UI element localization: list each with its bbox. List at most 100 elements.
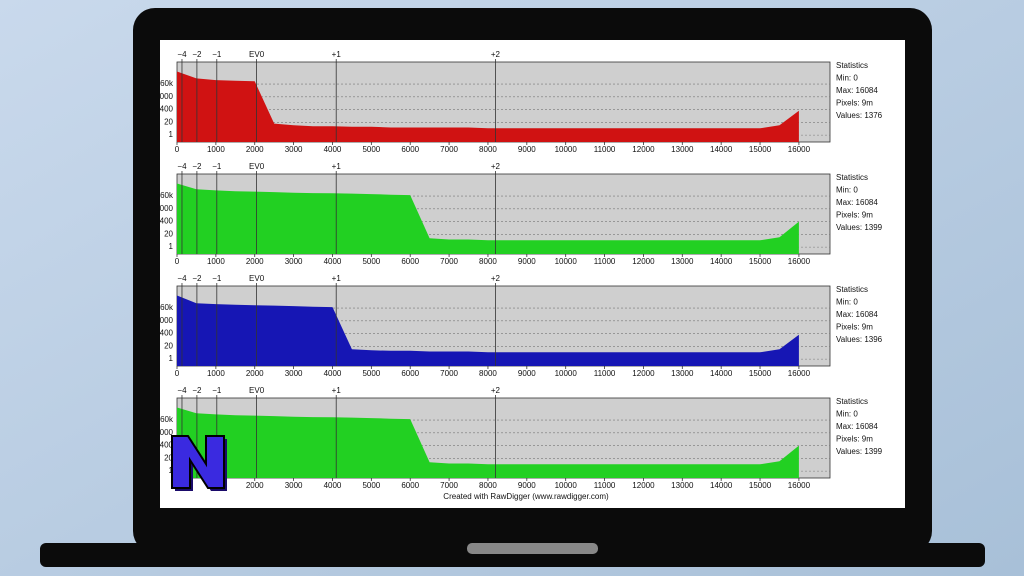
x-tick-label: 2000 [246,369,264,378]
histogram-area [177,71,799,142]
footer: Created with RawDigger (www.rawdigger.co… [443,492,609,501]
stat-line: Statistics [836,285,868,294]
x-tick-label: 9000 [518,481,536,490]
ev-label: −2 [192,274,202,283]
stat-line: Min: 0 [836,410,858,419]
y-tick-label: 400 [160,105,174,114]
stat-line: Max: 16084 [836,422,878,431]
x-tick-label: 3000 [285,481,303,490]
x-tick-label: 2000 [246,145,264,154]
x-tick-label: 7000 [440,257,458,266]
x-tick-label: 0 [175,369,180,378]
histogram-panel: 1 20 400 8000 160k −4 −2 −1 EV0 +1 +2 0 1000 2000 3000… [160,45,905,155]
y-tick-label: 20 [164,229,173,238]
x-tick-label: 3000 [285,145,303,154]
stat-line: Min: 0 [836,186,858,195]
x-tick-label: 12000 [632,257,655,266]
stat-line: Max: 16084 [836,198,878,207]
stat-line: Pixels: 9m [836,99,873,108]
stat-line: Min: 0 [836,74,858,83]
stat-line: Values: 1376 [836,111,883,120]
laptop-base [40,543,985,567]
ev-label: −1 [212,50,222,59]
x-tick-label: 6000 [401,257,419,266]
ev-label: +1 [332,386,342,395]
x-tick-label: 14000 [710,369,733,378]
y-tick-label: 400 [160,329,174,338]
x-tick-label: 5000 [362,369,380,378]
x-tick-label: 16000 [788,369,811,378]
x-tick-label: 6000 [401,145,419,154]
x-tick-label: 13000 [671,257,694,266]
x-tick-label: 16000 [788,145,811,154]
x-tick-label: 16000 [788,257,811,266]
x-tick-label: 10000 [555,369,578,378]
x-tick-label: 5000 [362,481,380,490]
x-tick-label: 12000 [632,369,655,378]
stat-line: Statistics [836,397,868,406]
x-tick-label: 10000 [555,481,578,490]
histogram-area [177,183,799,254]
ev-label: −1 [212,274,222,283]
y-tick-label: 20 [164,117,173,126]
ev-label: EV0 [249,386,265,395]
x-tick-label: 1000 [207,369,225,378]
x-tick-label: 7000 [440,369,458,378]
x-tick-label: 1000 [207,257,225,266]
stat-line: Max: 16084 [836,86,878,95]
y-tick-label: 400 [160,441,174,450]
ev-label: EV0 [249,162,265,171]
stat-line: Pixels: 9m [836,211,873,220]
ev-label: +1 [332,274,342,283]
x-tick-label: 11000 [594,257,616,266]
ev-label: −2 [192,162,202,171]
x-tick-label: 6000 [401,481,419,490]
ev-label: −4 [177,50,187,59]
laptop-notch [467,543,598,554]
y-tick-label: 8000 [155,316,173,325]
x-tick-label: 12000 [632,145,655,154]
x-tick-label: 7000 [440,481,458,490]
x-tick-label: 2000 [246,481,264,490]
x-tick-label: 0 [175,257,180,266]
ev-label: +1 [332,50,342,59]
x-tick-label: 9000 [518,145,536,154]
y-tick-label: 8000 [155,428,173,437]
histogram-area [177,295,799,366]
stat-line: Pixels: 9m [836,323,873,332]
x-tick-label: 5000 [362,257,380,266]
x-tick-label: 15000 [749,257,772,266]
stat-line: Statistics [836,173,868,182]
x-tick-label: 15000 [749,145,772,154]
x-tick-label: 11000 [594,481,616,490]
x-tick-label: 1000 [207,145,225,154]
stat-line: Statistics [836,61,868,70]
x-tick-label: 12000 [632,481,655,490]
stat-line: Min: 0 [836,298,858,307]
stat-line: Values: 1399 [836,447,883,456]
x-tick-label: 15000 [749,369,772,378]
ev-label: −4 [177,386,187,395]
x-tick-label: 14000 [710,481,733,490]
stat-line: Values: 1396 [836,335,883,344]
ev-label: −1 [212,386,222,395]
stat-line: Values: 1399 [836,223,883,232]
y-tick-label: 1 [169,130,174,139]
x-tick-label: 9000 [518,257,536,266]
x-tick-label: 3000 [285,369,303,378]
ev-label: EV0 [249,50,265,59]
ev-label: −1 [212,162,222,171]
x-tick-label: 8000 [479,145,497,154]
x-tick-label: 0 [175,145,180,154]
y-tick-label: 160k [156,191,174,200]
x-tick-label: 4000 [324,145,342,154]
histogram-panel: 1 20 400 8000 160k −4 −2 −1 EV0 +1 +2 0 1000 2000 3000… [156,157,905,267]
ev-label: −4 [177,162,187,171]
stat-line: Max: 16084 [836,310,878,319]
x-tick-label: 11000 [594,145,616,154]
histogram-area [177,407,799,478]
ev-label: −2 [192,386,202,395]
ev-label: +2 [491,162,501,171]
